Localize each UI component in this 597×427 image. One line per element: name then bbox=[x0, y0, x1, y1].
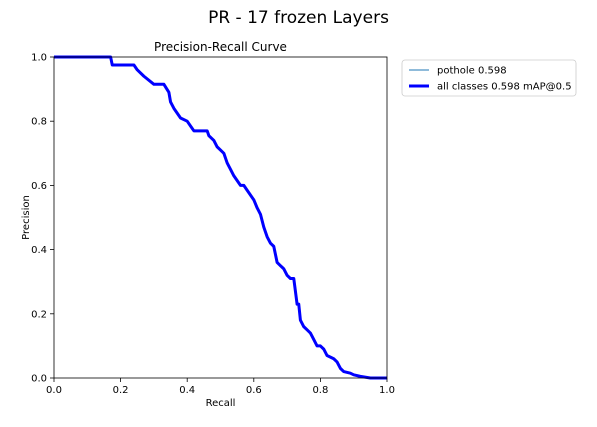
x-tick-label: 0.4 bbox=[179, 385, 195, 396]
x-tick-label: 1.0 bbox=[379, 385, 395, 396]
x-tick-label: 0.2 bbox=[113, 385, 129, 396]
y-tick-label: 0.2 bbox=[31, 309, 47, 320]
x-tick-label: 0.6 bbox=[246, 385, 262, 396]
y-axis-ticks: 0.0 0.2 0.4 0.6 0.8 1.0 bbox=[31, 53, 54, 385]
series-line-0 bbox=[54, 56, 387, 379]
series-layer bbox=[54, 55, 387, 380]
x-axis-ticks: 0.0 0.2 0.4 0.6 0.8 1.0 bbox=[46, 378, 395, 396]
y-axis-label: Precision bbox=[21, 195, 32, 240]
legend-label: all classes 0.598 mAP@0.5 bbox=[437, 82, 572, 93]
figure-suptitle: PR - 17 frozen Layers bbox=[208, 8, 389, 28]
y-tick-label: 0.6 bbox=[31, 181, 47, 192]
y-tick-label: 0.0 bbox=[31, 374, 47, 385]
x-tick-label: 0.8 bbox=[312, 385, 328, 396]
legend-box bbox=[401, 59, 577, 97]
y-tick-label: 0.4 bbox=[31, 245, 47, 256]
legend-label: pothole 0.598 bbox=[437, 66, 507, 77]
x-tick-label: 0.0 bbox=[46, 385, 62, 396]
series-line-1 bbox=[54, 55, 387, 380]
plot-title: Precision-Recall Curve bbox=[154, 40, 287, 54]
y-tick-label: 0.8 bbox=[31, 117, 47, 128]
axes-frame bbox=[53, 56, 388, 379]
y-tick-label: 1.0 bbox=[31, 53, 47, 64]
x-axis-label: Recall bbox=[206, 398, 236, 409]
legend: pothole 0.598 all classes 0.598 mAP@0.5 bbox=[401, 59, 577, 97]
